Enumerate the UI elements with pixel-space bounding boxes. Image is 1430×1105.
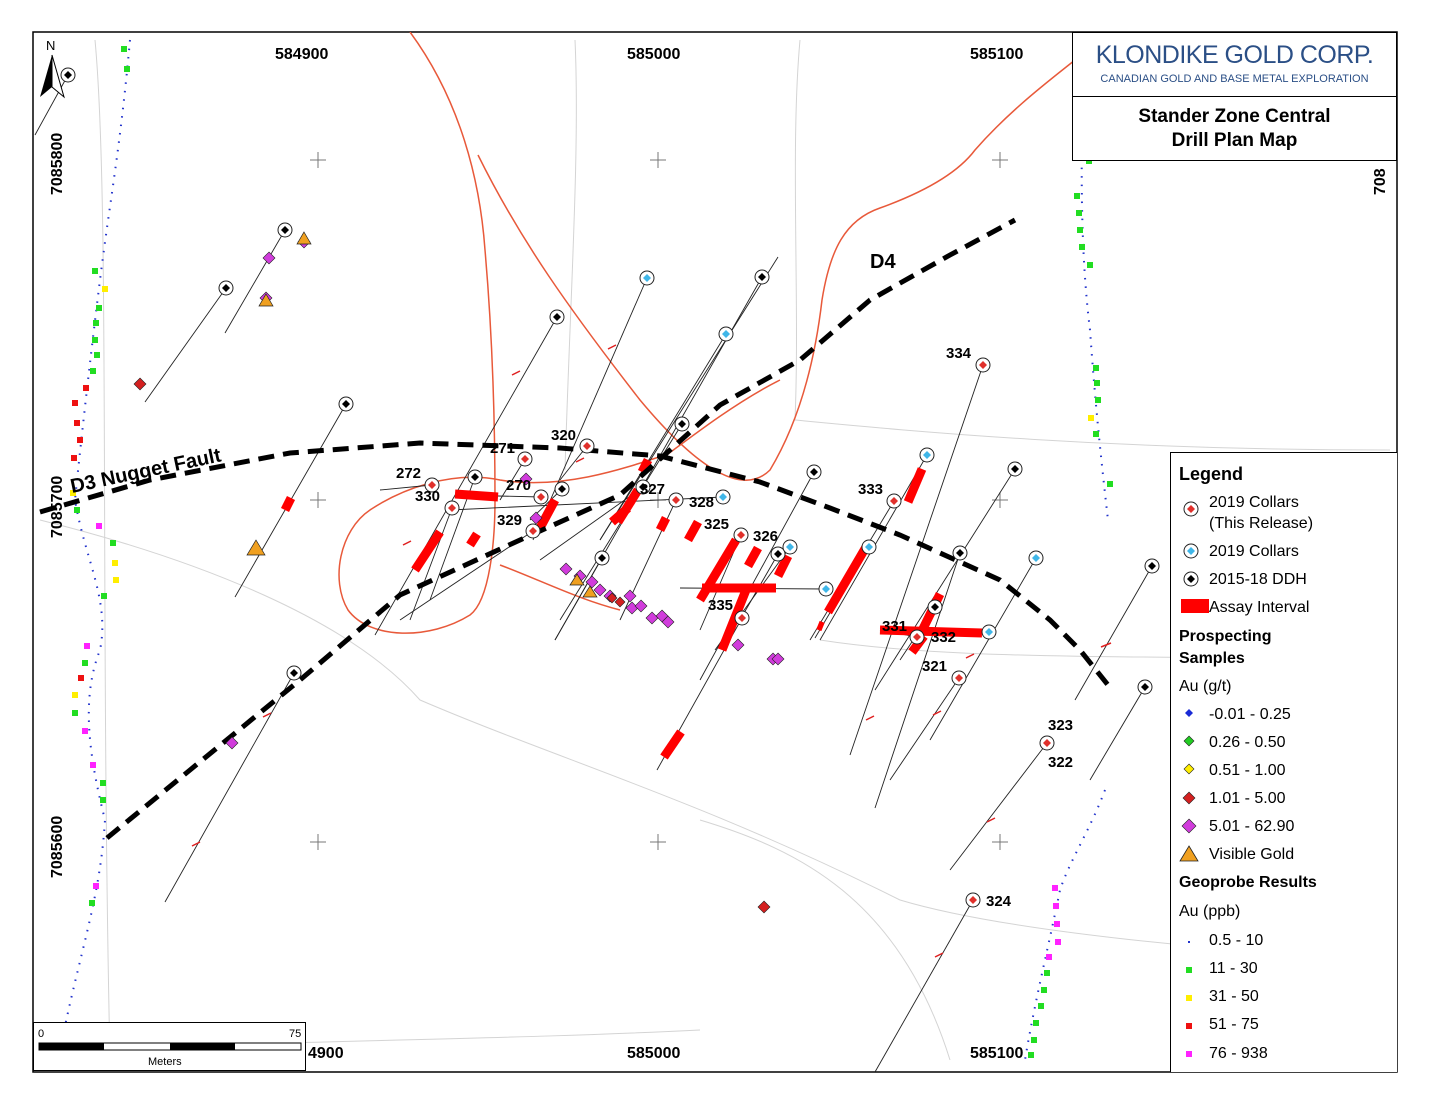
hole-label-325: 325 [704,516,729,533]
legend-symbol-collar-2019 [1183,543,1199,559]
hole-label-271: 271 [490,440,515,457]
map-title-line1: Stander Zone Central [1138,106,1331,127]
hole-label-324: 324 [986,893,1012,910]
legend-geoprobe-class-2: 11 - 30 [1209,960,1258,977]
legend-symbol-assay-interval [1181,599,1209,613]
title-block: KLONDIKE GOLD CORP. CANADIAN GOLD AND BA… [1072,32,1397,161]
fault-label-d4: D4 [870,251,896,273]
scale-bar-svg: 0 75 Meters [38,1028,302,1068]
easting-label-584900: 584900 [275,46,328,63]
easting-bottom-585100: 585100 [970,1045,1023,1062]
grid-crosses [310,152,1008,850]
legend-symbol-prospect-3 [1183,763,1195,775]
legend-geoprobe-title: Geoprobe Results [1179,874,1317,891]
legend-prospect-class-1: -0.01 - 0.25 [1209,706,1291,723]
legend-collar-2019: 2019 Collars [1209,543,1299,560]
legend-prospect-class-4: 1.01 - 5.00 [1209,790,1286,807]
assay-intervals [280,457,983,760]
legend-ddh-2015-18: 2015-18 DDH [1209,571,1307,588]
hole-label-321: 321 [922,658,947,675]
geoprobe-samples [70,46,1113,1058]
hole-label-270: 270 [506,477,531,494]
easting-bottom-4900: 4900 [308,1045,344,1062]
drill-collars [60,67,1160,908]
legend-geoprobe-class-3: 31 - 50 [1209,988,1259,1005]
legend-assay-interval: Assay Interval [1209,599,1309,616]
easting-bottom-585000: 585000 [627,1045,680,1062]
north-arrow-label: N [46,38,55,53]
legend-prospect-class-3: 0.51 - 1.00 [1209,762,1286,779]
trace-ticks [191,344,1112,958]
legend-symbol-prospect-2 [1183,735,1195,747]
fault-d4 [105,217,1017,840]
company-name: KLONDIKE GOLD CORP. [1095,41,1374,69]
legend-svg: Legend 2019 Collars (This Release) 2019 … [1179,464,1317,1062]
legend-symbol-geoprobe-5 [1186,1051,1192,1057]
hole-label-329: 329 [497,512,522,529]
legend-prospecting-unit: Au (g/t) [1179,678,1231,695]
northing-label-7085600: 7085600 [49,816,66,878]
legend-symbol-geoprobe-4 [1186,1023,1192,1029]
map-title: Stander Zone Central Drill Plan Map [1073,105,1396,153]
hole-label-322: 322 [1048,754,1073,771]
easting-label-585000: 585000 [627,46,680,63]
legend-symbol-visible-gold [1179,845,1199,862]
legend-collar-2019-release-line2: (This Release) [1209,515,1313,532]
legend-symbol-collar-2019-release [1183,501,1199,517]
legend-prospect-class-5: 5.01 - 62.90 [1209,818,1295,835]
legend-geoprobe-class-5: 76 - 938 [1209,1045,1268,1062]
legend-geoprobe-unit: Au (ppb) [1179,903,1240,920]
legend-visible-gold: Visible Gold [1209,846,1294,863]
northing-label-right: 708 [1372,168,1389,195]
fault-d3-nugget [39,440,1114,692]
prospecting-samples [133,231,785,914]
legend-prospect-class-2: 0.26 - 0.50 [1209,734,1286,751]
northing-label-7085800: 7085800 [49,133,66,195]
legend-symbol-prospect-1 [1185,709,1193,717]
legend-symbol-ddh-2015-18 [1183,571,1199,587]
legend-panel: Legend 2019 Collars (This Release) 2019 … [1170,452,1397,1072]
scale-bar-unit: Meters [148,1056,182,1068]
legend-title: Legend [1179,464,1243,484]
hole-label-332: 332 [931,629,956,646]
legend-symbol-geoprobe-2 [1186,967,1192,973]
hole-label-328: 328 [689,494,714,511]
hole-label-330: 330 [415,488,440,505]
legend-prospecting-title-line1: Prospecting [1179,628,1271,645]
legend-symbol-prospect-4 [1182,791,1196,805]
geology-boundaries [338,32,1076,634]
scale-bar-end: 75 [289,1028,301,1040]
hole-label-331: 331 [882,618,907,635]
north-arrow: N [40,38,65,99]
scale-bar: 0 75 Meters [33,1022,306,1071]
hole-label-335: 335 [708,597,733,614]
northing-label-7085700: 7085700 [49,476,66,538]
legend-prospecting-title-line2: Samples [1179,650,1245,667]
legend-symbol-geoprobe-1 [1188,941,1190,943]
title-divider [1073,96,1396,97]
hole-label-326: 326 [753,528,778,545]
legend-geoprobe-class-4: 51 - 75 [1209,1016,1259,1033]
scale-bar-start: 0 [38,1028,44,1040]
easting-label-585100: 585100 [970,46,1023,63]
hole-label-334: 334 [946,345,972,362]
company-tagline: CANADIAN GOLD AND BASE METAL EXPLORATION [1100,73,1369,85]
legend-collar-2019-release-line1: 2019 Collars [1209,494,1299,511]
legend-symbol-prospect-5 [1181,818,1197,834]
hole-label-272: 272 [396,465,421,482]
hole-labels: 271 320 272 330 270 327 328 329 325 326 … [396,345,1073,910]
hole-label-333: 333 [858,481,883,498]
hole-label-327: 327 [640,481,665,498]
hole-label-320: 320 [551,427,576,444]
legend-geoprobe-class-1: 0.5 - 10 [1209,932,1263,949]
hole-label-323: 323 [1048,717,1073,734]
map-title-line2: Drill Plan Map [1171,130,1298,151]
legend-symbol-geoprobe-3 [1186,995,1192,1001]
